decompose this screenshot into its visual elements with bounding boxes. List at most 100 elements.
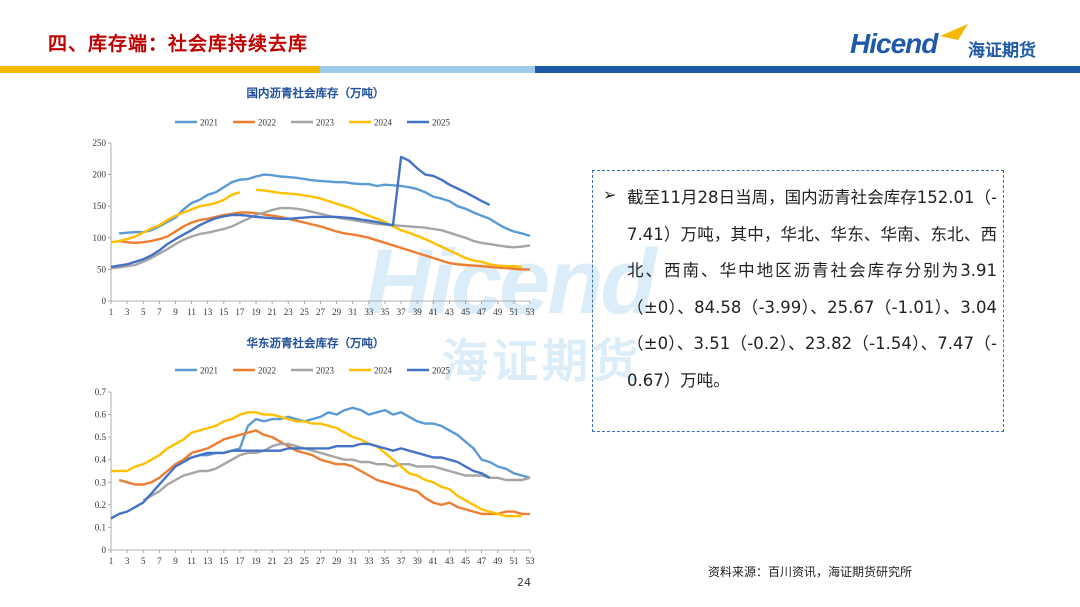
series-line-2025 (110, 155, 491, 269)
header-stripe-blue (535, 66, 1080, 73)
series-line-2024 (111, 411, 522, 518)
series-line-2023 (110, 206, 531, 270)
x-tick-label: 49 (493, 307, 503, 317)
x-tick-label: 3 (125, 307, 130, 317)
x-tick-label: 25 (300, 307, 310, 317)
x-tick-label: 47 (477, 307, 487, 317)
x-tick-label: 39 (413, 307, 423, 317)
y-tick-label: 0.1 (95, 522, 106, 532)
x-tick-label: 23 (284, 307, 294, 317)
legend-label-2021: 2021 (200, 118, 218, 128)
x-tick-label: 33 (364, 556, 374, 566)
x-tick-label: 17 (235, 556, 245, 566)
chart-title: 国内沥青社会库存（万吨） (247, 86, 385, 100)
x-tick-label: 5 (141, 556, 146, 566)
legend-label-2022: 2022 (258, 366, 276, 376)
national-inventory-chart: 国内沥青社会库存（万吨）2021 2022 2023 2024 202505010015… (93, 86, 536, 317)
legend-label-2025: 2025 (432, 118, 451, 128)
y-tick-label: 0.2 (95, 500, 106, 510)
y-tick-label: 0 (102, 296, 107, 306)
commentary-box: ➢ 截至11月28日当周，国内沥青社会库存152.01（-7.41）万吨，其中，… (592, 170, 1004, 432)
x-tick-label: 9 (173, 307, 178, 317)
x-tick-label: 41 (429, 556, 438, 566)
y-tick-label: 0.4 (95, 455, 107, 465)
series-line-2021 (183, 406, 531, 479)
header-stripe-light (320, 66, 535, 73)
y-tick-label: 0 (102, 545, 107, 555)
series-line-2021 (118, 173, 531, 238)
x-tick-label: 3 (125, 556, 130, 566)
x-tick-label: 27 (316, 556, 326, 566)
page-number: 24 (517, 576, 531, 589)
x-tick-label: 5 (141, 307, 146, 317)
x-tick-label: 13 (203, 556, 213, 566)
x-tick-label: 21 (268, 307, 277, 317)
commentary-text: 截至11月28日当周，国内沥青社会库存152.01（-7.41）万吨，其中，华北… (627, 188, 997, 390)
series-line-2022 (118, 211, 530, 271)
x-tick-label: 43 (445, 307, 455, 317)
x-tick-label: 33 (364, 307, 374, 317)
east-china-inventory-chart: 华东沥青社会库存（万吨） 2021 2022 2023 2024 2025 0 0.1 0.2 0… (95, 336, 536, 566)
x-tick-label: 31 (348, 556, 357, 566)
y-tick-label: 250 (93, 138, 107, 148)
x-tick-label: 27 (316, 307, 326, 317)
x-tick-label: 41 (429, 307, 438, 317)
y-tick-label: 0.7 (95, 387, 107, 397)
page-title: 四、库存端：社会库持续去库 (48, 33, 309, 55)
x-tick-label: 15 (219, 556, 229, 566)
logo-text: Hicend (850, 28, 938, 59)
x-tick-label: 31 (348, 307, 357, 317)
brand-logo: Hicend 海证期货 (850, 22, 1060, 68)
x-tick-label: 1 (109, 307, 114, 317)
y-tick-label: 150 (93, 201, 107, 211)
x-tick-label: 29 (332, 307, 342, 317)
logo-swoosh-icon (940, 24, 968, 40)
arrow-bullet-icon: ➢ (603, 185, 617, 204)
series-line-2023 (142, 442, 531, 502)
x-tick-label: 47 (477, 556, 487, 566)
logo-chinese-text: 海证期货 (968, 41, 1036, 61)
series-line-2022 (118, 429, 530, 516)
x-tick-label: 53 (526, 556, 536, 566)
x-tick-label: 51 (509, 307, 518, 317)
x-tick-label: 7 (157, 556, 162, 566)
legend-label-2021: 2021 (200, 366, 218, 376)
x-tick-label: 23 (284, 556, 294, 566)
legend-label-2025: 2025 (432, 366, 451, 376)
chart-title: 华东沥青社会库存（万吨） (247, 336, 385, 350)
x-tick-label: 19 (252, 307, 262, 317)
y-tick-label: 0.5 (95, 432, 107, 442)
legend-label-2024: 2024 (374, 366, 393, 376)
x-tick-label: 7 (157, 307, 162, 317)
x-tick-label: 11 (187, 556, 196, 566)
legend-label-2024: 2024 (374, 118, 393, 128)
legend-label-2023: 2023 (316, 118, 335, 128)
x-tick-label: 21 (268, 556, 277, 566)
series-line-2025 (110, 442, 491, 520)
x-tick-label: 11 (187, 307, 196, 317)
legend-label-2022: 2022 (258, 118, 276, 128)
x-tick-label: 49 (493, 556, 503, 566)
series-line-2024 (110, 188, 523, 269)
x-tick-label: 15 (219, 307, 229, 317)
x-tick-label: 53 (526, 307, 536, 317)
header-stripe-yellow (0, 66, 320, 73)
x-tick-label: 45 (461, 556, 471, 566)
y-tick-label: 200 (93, 170, 107, 180)
x-tick-label: 29 (332, 556, 342, 566)
x-tick-label: 19 (252, 556, 262, 566)
legend-label-2023: 2023 (316, 366, 335, 376)
x-tick-label: 51 (509, 556, 518, 566)
x-tick-label: 9 (173, 556, 178, 566)
x-tick-label: 35 (380, 556, 390, 566)
y-tick-label: 0.3 (95, 477, 107, 487)
y-tick-label: 50 (97, 264, 107, 274)
x-tick-label: 43 (445, 556, 455, 566)
x-tick-label: 39 (413, 556, 423, 566)
x-tick-label: 17 (235, 307, 245, 317)
x-tick-label: 37 (397, 556, 407, 566)
x-tick-label: 37 (397, 307, 407, 317)
y-tick-label: 100 (93, 233, 107, 243)
y-tick-label: 0.6 (95, 410, 107, 420)
x-tick-label: 45 (461, 307, 471, 317)
